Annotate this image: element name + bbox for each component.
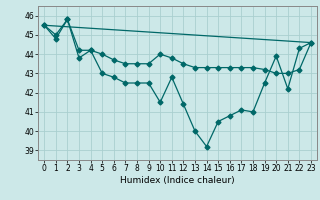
X-axis label: Humidex (Indice chaleur): Humidex (Indice chaleur) [120,176,235,185]
